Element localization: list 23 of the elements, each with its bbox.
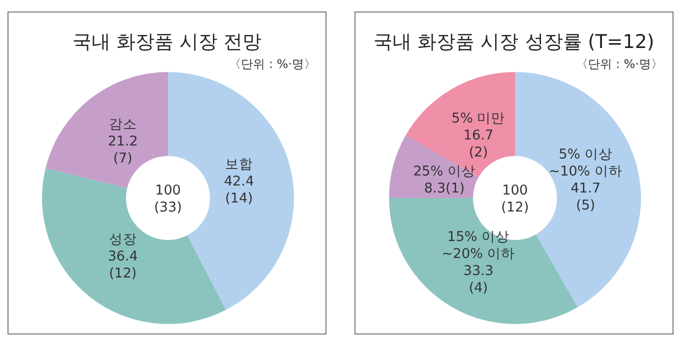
slice-label: 보합 — [225, 156, 254, 173]
text: 100 (33) — [154, 182, 182, 216]
slice-label: 15% 이상 ~20% 이하 — [442, 228, 516, 262]
slice-label: 감소 — [108, 116, 137, 133]
donut-slice — [42, 168, 226, 324]
data-label: 33.3 (4) — [463, 262, 494, 296]
slice-label: 5% 이상 ~10% 이하 — [548, 146, 622, 180]
slice-label: 5% 미만 — [452, 110, 506, 127]
chart-title: 국내 화장품 시장 성장률 (T=12) — [374, 31, 654, 53]
data-label: 41.7 (5) — [570, 180, 601, 214]
slice-label: 성장 — [108, 231, 137, 248]
data-label: 36.4 (12) — [108, 248, 138, 282]
donut-slice — [406, 72, 515, 178]
data-label: 21.2 (7) — [108, 134, 138, 167]
data-label: 16.7 (2) — [463, 128, 494, 161]
chart-subtitle: 〈단위 : %·명〉 — [576, 57, 663, 71]
data-label: 42.4 (14) — [224, 174, 254, 207]
chart-title: 국내 화장품 시장 전망 — [72, 31, 262, 53]
slice-label: 25% 이상 — [413, 164, 476, 180]
text: 100 (12) — [501, 182, 529, 216]
data-label: 8.3(1) — [424, 180, 465, 197]
donut-slice — [389, 198, 578, 324]
chart-subtitle: 〈단위 : %·명〉 — [229, 57, 316, 71]
